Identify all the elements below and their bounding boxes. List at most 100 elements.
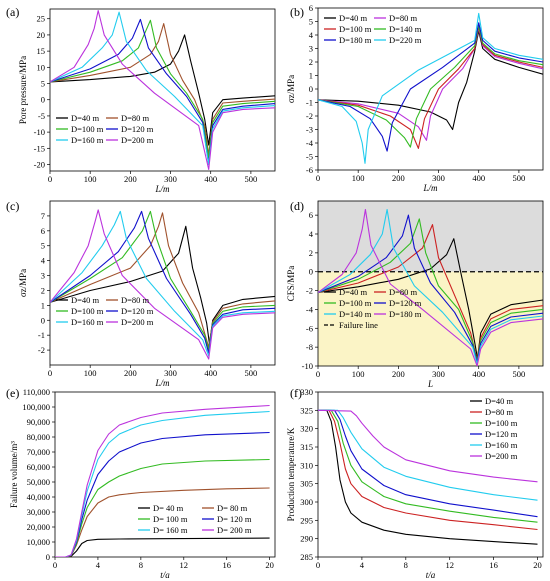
legend-label: D=40 m [71,113,100,123]
series-group [55,404,270,557]
y-tick-label: 100,000 [22,402,50,412]
panel-label: (d) [290,199,304,213]
x-tick-label: 500 [513,369,526,379]
x-tick-label: 4 [360,560,365,570]
series-line [318,12,543,164]
panel-d: 0 100 200 300 400 500 -10 -8 -6 -4 -2 0 2 4 6 L CFS/MPa (… [286,199,544,389]
series-group [318,208,543,366]
legend-label: D=200 m [485,451,518,461]
x-axis-label: L/m [422,183,438,193]
x-tick-label: 500 [245,368,258,378]
x-tick-label: 200 [392,369,405,379]
y-axis-label: Pore pressure/MPa [18,56,28,124]
legend-label: D=120 m [121,306,154,316]
x-axis-label: L/m [154,184,170,194]
series-line [50,10,275,170]
y-axis-label: σz/MPa [286,75,296,103]
legend: D=40 m D=80 m D=100 m D=120 m D=140 m D=180 m… [324,287,422,330]
y-tick-label: 5 [41,79,45,89]
x-tick-label: 8 [139,560,143,570]
legend-label: D=40 m [339,13,368,23]
y-axis-label: Failure volume/m³ [9,441,19,508]
y-tick-label: 1 [309,71,313,81]
legend-label: D=160 m [71,135,104,145]
legend-label: D= 40 m [153,503,184,513]
x-tick-label: 100 [352,369,365,379]
y-tick-label: 6 [309,210,313,220]
y-tick-label: 290 [300,534,313,544]
series-line [50,210,275,351]
series-line [318,214,543,363]
series-line [318,25,543,148]
y-tick-label: -5 [38,111,45,121]
y-tick-label: 0 [41,315,45,325]
legend-label: D=100 m [339,24,372,34]
series-group [318,409,538,545]
y-tick-label: -5 [306,152,313,162]
legend: D=40 m D=80 m D=100 m D=120 m D=160 m D=200 m [56,295,154,327]
series-line [318,409,538,501]
x-tick-label: 500 [245,174,258,184]
legend-label-failure: Failure line [339,320,378,330]
y-tick-label: 2 [41,285,45,295]
y-axis-label: CFS/MPa [286,266,296,302]
x-tick-label: 16 [489,560,498,570]
series-line [50,23,275,156]
legend-label: D=120 m [389,298,422,308]
y-tick-label: 0 [309,267,313,277]
series-line [50,18,275,166]
series-line [50,11,275,166]
y-tick-label: 5 [41,241,45,251]
series-line [318,409,538,531]
y-tick-label: 295 [300,515,313,525]
y-tick-label: 7 [41,211,45,221]
panel-f: 0 4 8 12 16 20 285 290 295 300 305 310 315 320 325 330 t… [286,386,544,580]
y-tick-label: 0 [46,552,50,562]
x-tick-label: 0 [316,173,320,183]
x-tick-label: 8 [404,560,408,570]
y-tick-label: 30,000 [27,507,50,517]
x-tick-label: 20 [533,560,542,570]
series-line [318,238,543,360]
x-tick-label: 0 [48,174,52,184]
x-tick-label: 0 [316,369,320,379]
legend-label: D=100 m [71,306,104,316]
y-tick-label: -15 [34,143,45,153]
y-tick-label: 320 [300,424,313,434]
legend-label: D=160 m [71,317,104,327]
x-tick-label: 0 [53,560,57,570]
series-line [50,209,275,360]
y-tick-label: 300 [300,497,313,507]
panel-label: (a) [6,5,19,19]
legend-label: D=40 m [339,287,368,297]
legend-label: D=200 m [121,317,154,327]
y-tick-label: -2 [306,286,313,296]
legend-label: D=80 m [389,287,418,297]
series-line [50,212,275,348]
series-line [50,210,275,354]
x-tick-label: 400 [204,368,217,378]
x-tick-label: 12 [180,560,189,570]
x-tick-label: 100 [84,174,97,184]
legend-label: D= 100 m [153,514,188,524]
legend-label: D= 160 m [153,525,188,535]
y-tick-label: 2 [309,248,313,258]
series-line [318,22,543,152]
y-tick-label: -2 [306,111,313,121]
x-tick-label: 400 [472,369,485,379]
legend-label: D=140 m [389,24,422,34]
y-tick-label: 20 [37,30,46,40]
panel-c: 0 100 200 300 400 500 -2 -1 0 1 2 3 4 5 6 7 L/m σz/MPa (c)… [6,199,276,388]
x-tick-label: 300 [164,174,177,184]
y-tick-label: 110,000 [23,387,50,397]
legend-label: D=80 m [121,113,150,123]
y-tick-label: 6 [41,226,45,236]
x-tick-label: 400 [204,174,217,184]
panel-e: 0 4 8 12 16 20 0 10,000 20,000 30,000 40,000 50,000… [6,386,276,580]
legend-label: D= 80 m [217,503,248,513]
series-line [50,210,275,357]
x-axis-label: L/m [154,378,170,388]
panel-label: (b) [290,5,304,19]
y-tick-label: -6 [306,323,313,333]
y-tick-label: 50,000 [27,477,50,487]
